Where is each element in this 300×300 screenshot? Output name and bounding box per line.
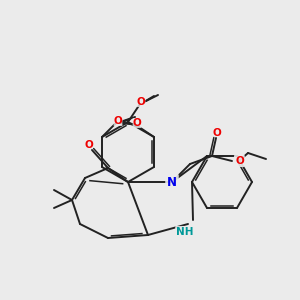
Text: NH: NH xyxy=(176,227,194,237)
Text: O: O xyxy=(235,156,244,166)
Text: O: O xyxy=(136,97,146,107)
Text: O: O xyxy=(114,116,122,126)
Text: O: O xyxy=(213,128,221,138)
Text: N: N xyxy=(167,176,177,188)
Text: O: O xyxy=(85,140,93,150)
Text: O: O xyxy=(133,118,141,128)
